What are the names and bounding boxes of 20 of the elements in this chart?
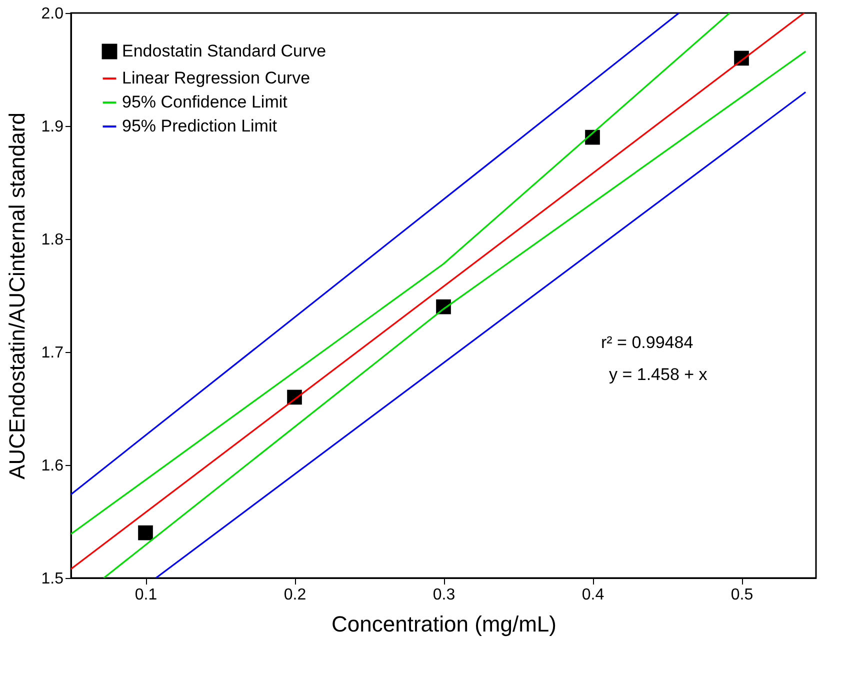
legend-label: 95% Prediction Limit xyxy=(122,116,278,136)
y-tick-label: 2.0 xyxy=(41,6,64,22)
x-tick-label: 0.5 xyxy=(730,586,754,604)
point xyxy=(138,525,153,540)
y-tick-label: 1.8 xyxy=(41,232,64,248)
legend-label: 95% Confidence Limit xyxy=(122,92,288,112)
annotation: r² = 0.99484 xyxy=(601,333,694,352)
x-tick-label: 0.1 xyxy=(134,586,158,604)
y-tick-label: 1.5 xyxy=(41,570,64,588)
y-tick-label: 1.9 xyxy=(41,118,64,136)
y-tick-label: 1.7 xyxy=(41,344,64,362)
y-tick-label: 1.6 xyxy=(41,458,64,474)
x-tick-label: 0.3 xyxy=(432,586,456,604)
x-tick-label: 0.2 xyxy=(284,586,306,604)
legend-label: Endostatin Standard Curve xyxy=(122,42,326,60)
legend-label: Linear Regression Curve xyxy=(122,68,310,88)
y-axis-title: AUCEndostatin/AUCinternal standard xyxy=(4,112,30,480)
x-tick-label: 0.4 xyxy=(582,586,604,604)
annotation: y = 1.458 + x xyxy=(609,365,708,384)
x-axis-title: Concentration (mg/mL) xyxy=(332,612,556,636)
